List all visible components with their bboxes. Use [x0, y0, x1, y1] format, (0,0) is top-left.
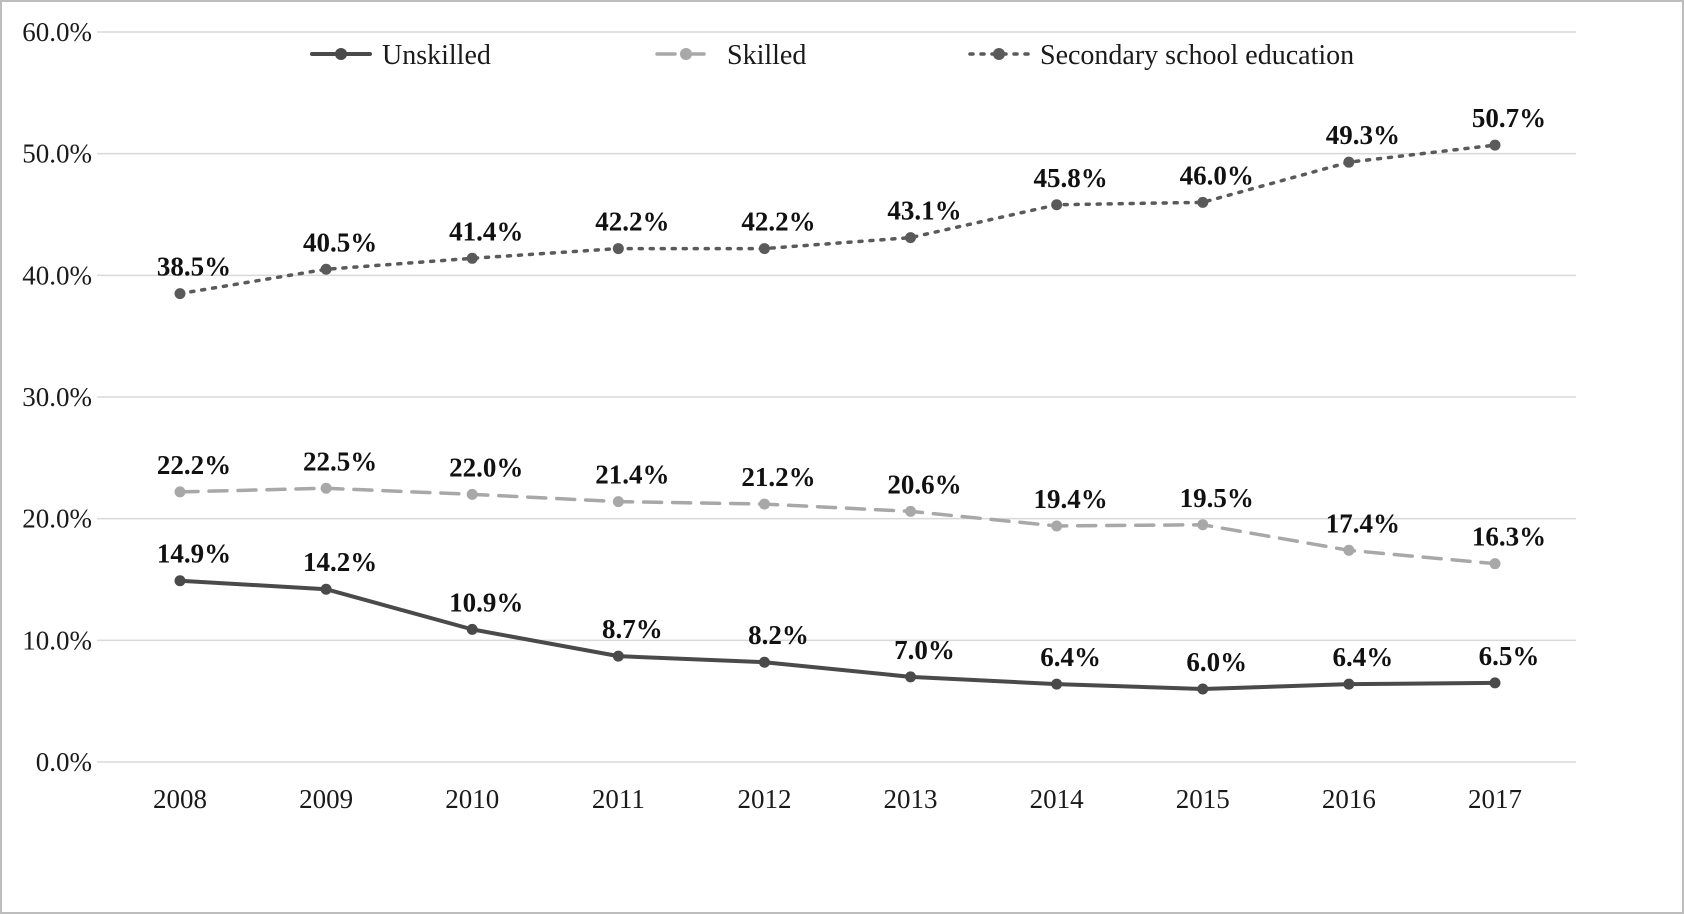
data-point-label: 16.3%: [1472, 522, 1546, 552]
data-point-label: 19.4%: [1034, 484, 1108, 514]
data-point-label: 22.5%: [303, 446, 377, 476]
data-point-marker-unskilled: [1343, 678, 1355, 690]
x-axis-tick-label: 2008: [153, 784, 207, 814]
data-point-label: 6.5%: [1479, 641, 1540, 671]
legend-marker-unskilled: [335, 48, 347, 60]
data-point-marker-skilled: [758, 498, 770, 510]
series-line-secondary-school-education: [178, 143, 1497, 296]
y-axis-tick-label: 50.0%: [22, 139, 92, 169]
x-axis-tick-label: 2014: [1030, 784, 1085, 814]
data-point-marker-skilled: [466, 488, 478, 500]
data-point-label: 41.4%: [449, 216, 523, 246]
data-point-marker-unskilled: [612, 650, 624, 662]
data-point-marker-skilled: [1343, 544, 1355, 556]
data-point-marker-secondary-school-education: [174, 288, 186, 300]
data-point-marker-secondary-school-education: [612, 243, 624, 255]
legend-label-unskilled: Unskilled: [382, 40, 491, 71]
x-axis-tick-label: 2013: [884, 784, 938, 814]
data-point-marker-secondary-school-education: [466, 252, 478, 264]
data-point-label: 40.5%: [303, 227, 377, 257]
data-point-label: 8.7%: [602, 614, 663, 644]
data-point-label: 22.0%: [449, 452, 523, 482]
data-point-marker-unskilled: [174, 575, 186, 587]
series-line-unskilled: [178, 578, 1497, 691]
data-point-marker-secondary-school-education: [1343, 156, 1355, 168]
data-point-label: 14.2%: [303, 547, 377, 577]
legend-marker-skilled: [680, 48, 692, 60]
data-point-label: 50.7%: [1472, 103, 1546, 133]
data-point-label: 42.2%: [595, 207, 669, 237]
data-point-label: 46.0%: [1180, 160, 1254, 190]
data-point-marker-unskilled: [1051, 678, 1063, 690]
data-point-label: 21.4%: [595, 460, 669, 490]
data-point-label: 21.2%: [741, 462, 815, 492]
data-point-marker-secondary-school-education: [1051, 199, 1063, 211]
data-point-marker-secondary-school-education: [758, 243, 770, 255]
x-axis-tick-label: 2012: [737, 784, 791, 814]
y-axis-tick-label: 10.0%: [22, 625, 92, 655]
data-point-marker-secondary-school-education: [1197, 196, 1209, 208]
data-point-label: 7.0%: [894, 635, 955, 665]
data-point-label: 6.4%: [1333, 642, 1394, 672]
data-point-label: 38.5%: [157, 252, 231, 282]
x-axis-tick-label: 2016: [1322, 784, 1376, 814]
data-point-label: 43.1%: [887, 196, 961, 226]
data-point-label: 42.2%: [741, 207, 815, 237]
data-point-label: 45.8%: [1034, 163, 1108, 193]
data-point-marker-unskilled: [466, 623, 478, 635]
x-axis-tick-label: 2015: [1176, 784, 1230, 814]
x-axis-tick-label: 2009: [299, 784, 353, 814]
x-axis-tick-label: 2010: [445, 784, 499, 814]
data-point-label: 17.4%: [1326, 508, 1400, 538]
data-point-marker-skilled: [1197, 519, 1209, 531]
data-point-label: 20.6%: [887, 469, 961, 499]
data-point-label: 6.4%: [1040, 642, 1101, 672]
data-point-marker-unskilled: [1489, 677, 1501, 689]
data-point-label: 6.0%: [1186, 647, 1247, 677]
data-point-marker-secondary-school-education: [320, 263, 332, 275]
data-point-marker-unskilled: [758, 656, 770, 668]
data-point-label: 10.9%: [449, 587, 523, 617]
data-point-marker-skilled: [612, 496, 624, 508]
x-axis-tick-label: 2011: [592, 784, 645, 814]
y-axis-tick-label: 0.0%: [36, 747, 92, 777]
data-point-label: 14.9%: [157, 539, 231, 569]
data-point-marker-unskilled: [905, 671, 917, 683]
y-axis-tick-label: 20.0%: [22, 504, 92, 534]
data-point-marker-unskilled: [1197, 683, 1209, 695]
y-axis-tick-label: 40.0%: [22, 260, 92, 290]
x-axis-tick-label: 2017: [1468, 784, 1522, 814]
data-point-marker-secondary-school-education: [1489, 139, 1501, 151]
y-axis-tick-label: 30.0%: [22, 382, 92, 412]
data-point-label: 49.3%: [1326, 120, 1400, 150]
data-point-marker-unskilled: [320, 583, 332, 595]
data-point-marker-skilled: [1051, 520, 1063, 532]
data-point-marker-skilled: [320, 482, 332, 494]
data-point-marker-skilled: [905, 505, 917, 517]
legend-label-secondary-school-education: Secondary school education: [1040, 40, 1354, 71]
series-line-skilled: [178, 486, 1497, 566]
data-point-marker-skilled: [174, 486, 186, 498]
data-point-label: 8.2%: [748, 620, 809, 650]
data-point-label: 22.2%: [157, 450, 231, 480]
data-point-marker-secondary-school-education: [905, 232, 917, 244]
legend-label-skilled: Skilled: [727, 40, 806, 71]
data-point-label: 19.5%: [1180, 483, 1254, 513]
legend-marker-secondary-school-education: [993, 48, 1005, 60]
data-point-marker-skilled: [1489, 558, 1501, 570]
y-axis-tick-label: 60.0%: [22, 17, 92, 47]
